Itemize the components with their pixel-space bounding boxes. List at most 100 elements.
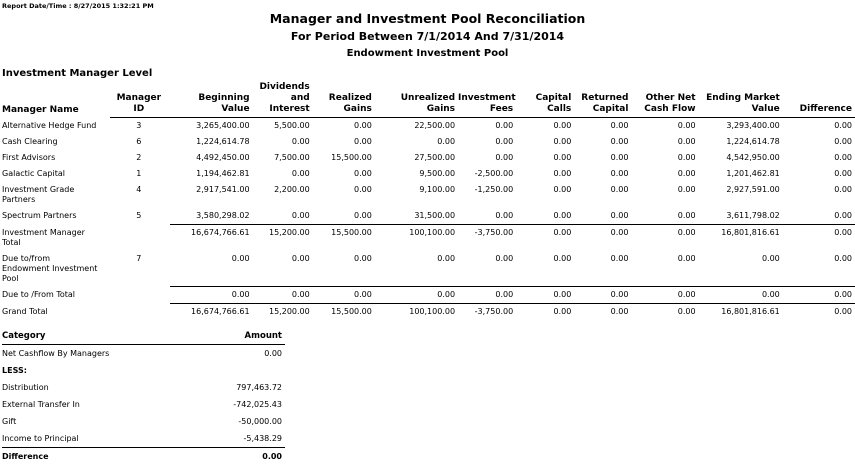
category-summary-table: Category Amount Net Cashflow By Managers… (2, 330, 285, 465)
manager-table-header-row: Manager Name Manager ID Beginning Value … (2, 82, 855, 118)
table-row-galactic-capital: Galactic Capital 1 1,194,462.81 0.00 0.0… (2, 166, 855, 182)
investment-fees-cell: 0.00 (458, 287, 516, 304)
report-title: Manager and Investment Pool Reconciliati… (0, 11, 855, 26)
unrealized-gains-cell: 22,500.00 (375, 118, 458, 135)
dividends-interest-cell: 2,200.00 (253, 182, 313, 208)
ending-market-value-cell: 0.00 (699, 287, 783, 304)
category-row-gift: Gift -50,000.00 (2, 413, 285, 430)
amount-cell: 797,463.72 (197, 379, 285, 396)
other-net-cash-flow-cell: 0.00 (631, 166, 698, 182)
col-header-manager-id: Manager ID (110, 82, 170, 118)
difference-cell: 0.00 (783, 251, 855, 287)
capital-calls-cell: 0.00 (516, 182, 574, 208)
manager-id-cell: 3 (110, 118, 170, 135)
difference-cell: 0.00 (783, 182, 855, 208)
unrealized-gains-cell: 27,500.00 (375, 150, 458, 166)
returned-capital-cell: 0.00 (574, 225, 631, 251)
category-row-difference: Difference 0.00 (2, 448, 285, 465)
unrealized-gains-cell: 9,100.00 (375, 182, 458, 208)
returned-capital-cell: 0.00 (574, 166, 631, 182)
ending-market-value-cell: 1,224,614.78 (699, 134, 783, 150)
beginning-value-cell: 3,580,298.02 (170, 208, 252, 225)
category-row-distribution: Distribution 797,463.72 (2, 379, 285, 396)
manager-id-cell: 5 (110, 208, 170, 225)
ending-market-value-cell: 3,293,400.00 (699, 118, 783, 135)
other-net-cash-flow-cell: 0.00 (631, 251, 698, 287)
amount-cell: -742,025.43 (197, 396, 285, 413)
returned-capital-cell: 0.00 (574, 304, 631, 321)
ending-market-value-cell: 1,201,462.81 (699, 166, 783, 182)
manager-name-cell: Grand Total (2, 304, 110, 321)
investment-fees-cell: 0.00 (458, 118, 516, 135)
investment-fees-cell: -3,750.00 (458, 225, 516, 251)
manager-id-cell (110, 287, 170, 304)
category-cell: LESS: (2, 362, 197, 379)
col-header-category: Category (2, 330, 197, 345)
manager-id-cell: 7 (110, 251, 170, 287)
unrealized-gains-cell: 9,500.00 (375, 166, 458, 182)
capital-calls-cell: 0.00 (516, 287, 574, 304)
other-net-cash-flow-cell: 0.00 (631, 304, 698, 321)
dividends-interest-cell: 5,500.00 (253, 118, 313, 135)
section-title: Investment Manager Level (2, 68, 855, 79)
realized-gains-cell: 15,500.00 (313, 150, 375, 166)
category-cell: Difference (2, 448, 197, 465)
col-header-realized-gains: Realized Gains (313, 82, 375, 118)
manager-name-cell: Due to/from Endowment Investment Pool (2, 251, 110, 287)
table-row-due-to-from-total: Due to /From Total 0.00 0.00 0.00 0.00 0… (2, 287, 855, 304)
returned-capital-cell: 0.00 (574, 118, 631, 135)
category-cell: Income to Principal (2, 430, 197, 448)
beginning-value-cell: 16,674,766.61 (170, 225, 252, 251)
col-header-amount: Amount (197, 330, 285, 345)
category-cell: Net Cashflow By Managers (2, 345, 197, 363)
amount-cell: -50,000.00 (197, 413, 285, 430)
ending-market-value-cell: 2,927,591.00 (699, 182, 783, 208)
capital-calls-cell: 0.00 (516, 118, 574, 135)
table-row-grand-total: Grand Total 16,674,766.61 15,200.00 15,5… (2, 304, 855, 321)
dividends-interest-cell: 15,200.00 (253, 304, 313, 321)
dividends-interest-cell: 0.00 (253, 251, 313, 287)
realized-gains-cell: 0.00 (313, 118, 375, 135)
returned-capital-cell: 0.00 (574, 208, 631, 225)
realized-gains-cell: 0.00 (313, 287, 375, 304)
other-net-cash-flow-cell: 0.00 (631, 118, 698, 135)
table-row-first-advisors: First Advisors 2 4,492,450.00 7,500.00 1… (2, 150, 855, 166)
col-header-ending-market-value: Ending Market Value (699, 82, 783, 118)
realized-gains-cell: 0.00 (313, 208, 375, 225)
manager-name-cell: Investment Manager Total (2, 225, 110, 251)
beginning-value-cell: 16,674,766.61 (170, 304, 252, 321)
col-header-returned-capital: Returned Capital (574, 82, 631, 118)
col-header-investment-fees: Investment Fees (458, 82, 516, 118)
investment-fees-cell: 0.00 (458, 251, 516, 287)
table-row-investment-grade-partners: Investment Grade Partners 4 2,917,541.00… (2, 182, 855, 208)
col-header-difference: Difference (783, 82, 855, 118)
investment-fees-cell: -2,500.00 (458, 166, 516, 182)
table-row-investment-manager-total: Investment Manager Total 16,674,766.61 1… (2, 225, 855, 251)
unrealized-gains-cell: 100,100.00 (375, 304, 458, 321)
table-row-due-to-from-pool: Due to/from Endowment Investment Pool 7 … (2, 251, 855, 287)
ending-market-value-cell: 16,801,816.61 (699, 225, 783, 251)
difference-cell: 0.00 (783, 166, 855, 182)
other-net-cash-flow-cell: 0.00 (631, 208, 698, 225)
returned-capital-cell: 0.00 (574, 150, 631, 166)
amount-cell (197, 362, 285, 379)
category-row-less: LESS: (2, 362, 285, 379)
beginning-value-cell: 1,224,614.78 (170, 134, 252, 150)
report-period: For Period Between 7/1/2014 And 7/31/201… (0, 30, 855, 43)
realized-gains-cell: 0.00 (313, 182, 375, 208)
manager-name-cell: Cash Clearing (2, 134, 110, 150)
returned-capital-cell: 0.00 (574, 287, 631, 304)
difference-cell: 0.00 (783, 208, 855, 225)
capital-calls-cell: 0.00 (516, 251, 574, 287)
beginning-value-cell: 3,265,400.00 (170, 118, 252, 135)
table-row-alternative-hedge-fund: Alternative Hedge Fund 3 3,265,400.00 5,… (2, 118, 855, 135)
capital-calls-cell: 0.00 (516, 225, 574, 251)
beginning-value-cell: 4,492,450.00 (170, 150, 252, 166)
beginning-value-cell: 0.00 (170, 287, 252, 304)
table-row-cash-clearing: Cash Clearing 6 1,224,614.78 0.00 0.00 0… (2, 134, 855, 150)
amount-cell: -5,438.29 (197, 430, 285, 448)
realized-gains-cell: 0.00 (313, 251, 375, 287)
ending-market-value-cell: 16,801,816.61 (699, 304, 783, 321)
manager-name-cell: Investment Grade Partners (2, 182, 110, 208)
difference-cell: 0.00 (783, 150, 855, 166)
